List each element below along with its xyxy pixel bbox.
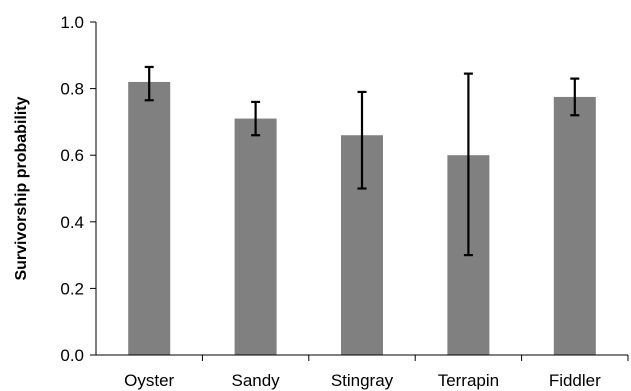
error-bar-stingray [357, 90, 367, 190]
y-tick-label: 0.0 [60, 346, 84, 365]
error-bar-fiddler [570, 77, 580, 117]
bar-oyster [128, 81, 171, 355]
axes-layer [95, 22, 628, 356]
bar-fiddler [553, 96, 596, 356]
x-category-label-stingray: Stingray [331, 371, 394, 390]
x-ticks-layer: Oyster Sandy Stingray Terrapin Fiddler [124, 355, 629, 390]
x-category-label-oyster: Oyster [124, 371, 174, 390]
y-tick-label: 0.6 [60, 146, 84, 165]
x-category-label-sandy: Sandy [231, 371, 280, 390]
y-tick-label: 0.4 [60, 213, 84, 232]
y-axis-title: Survivorship probability [13, 96, 30, 280]
y-tick-label: 1.0 [60, 13, 84, 32]
x-category-label-terrapin: Terrapin [438, 371, 499, 390]
error-bar-sandy [251, 100, 261, 137]
x-category-label-fiddler: Fiddler [549, 371, 601, 390]
error-bar-terrapin [463, 72, 473, 257]
y-tick-label: 0.8 [60, 80, 84, 99]
error-bars-layer [144, 65, 580, 257]
y-ticks-layer: 0.0 0.2 0.4 0.6 0.8 1.0 [60, 13, 96, 365]
y-tick-label: 0.2 [60, 279, 84, 298]
error-bar-oyster [144, 65, 154, 102]
bar-sandy [234, 118, 277, 355]
